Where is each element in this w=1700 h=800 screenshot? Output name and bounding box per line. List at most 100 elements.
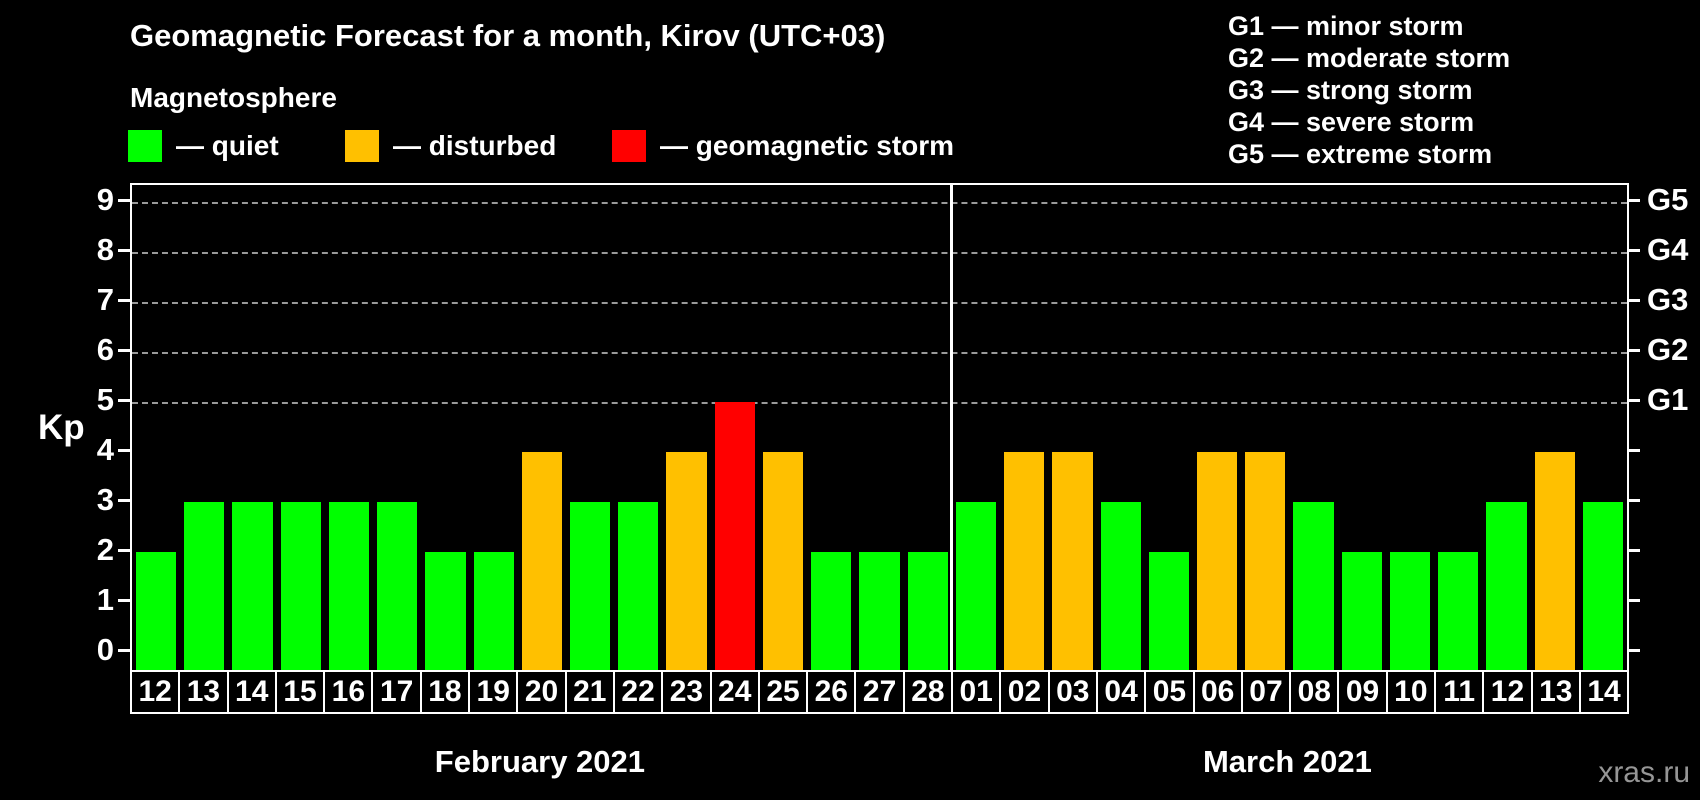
kp-bar-quiet — [1486, 502, 1527, 670]
legend-label-storm: — geomagnetic storm — [660, 130, 955, 161]
kp-bar-quiet — [136, 552, 177, 670]
day-cell: 03 — [1047, 670, 1098, 714]
legend-item-storm: — geomagnetic storm — [612, 128, 954, 164]
kp-bar-disturbed — [1052, 452, 1093, 670]
g-legend-line-1: G1 — minor storm — [1228, 11, 1464, 41]
y-tick-right — [1627, 449, 1640, 452]
kp-axis-title: Kp — [38, 408, 85, 447]
day-cell: 02 — [999, 670, 1050, 714]
y-tick-left — [118, 499, 130, 502]
quiet-color-swatch-icon — [128, 130, 162, 162]
y-tick-label-3: 3 — [96, 482, 114, 517]
g-scale-legend: G1 — minor storm G2 — moderate storm G3 — … — [1228, 10, 1510, 170]
y-tick-label-7: 7 — [96, 282, 114, 317]
day-cell: 10 — [1385, 670, 1437, 714]
kp-bar-quiet — [859, 552, 900, 670]
y-tick-left — [118, 649, 130, 652]
kp-bar-quiet — [1438, 552, 1479, 670]
gridline-kp5 — [132, 402, 1627, 404]
day-cell: 04 — [1095, 670, 1147, 714]
day-cell: 22 — [612, 670, 664, 714]
watermark: xras.ru — [1598, 756, 1690, 789]
y-tick-label-9: 9 — [96, 182, 114, 217]
y-tick-right — [1627, 399, 1640, 402]
kp-bar-quiet — [1100, 502, 1141, 670]
kp-bar-quiet — [232, 502, 273, 670]
kp-bar-quiet — [473, 552, 514, 670]
kp-bar-quiet — [425, 552, 466, 670]
month-label-2: March 2021 — [1202, 744, 1372, 779]
gridline-kp6 — [132, 352, 1627, 354]
legend-item-disturbed: — disturbed — [345, 128, 556, 164]
y-tick-right — [1627, 649, 1640, 652]
legend-label-disturbed: — disturbed — [393, 130, 557, 161]
day-cell: 28 — [902, 670, 954, 714]
plot-area — [130, 183, 1629, 670]
y-tick-left — [118, 599, 130, 602]
kp-bar-quiet — [570, 502, 611, 670]
g-legend-line-3: G3 — strong storm — [1228, 75, 1473, 105]
day-cell: 12 — [130, 670, 181, 714]
kp-bar-quiet — [618, 502, 659, 670]
kp-bar-disturbed — [521, 452, 563, 670]
gridline-kp7 — [132, 302, 1627, 304]
kp-bar-disturbed — [666, 452, 707, 670]
y-tick-right — [1627, 599, 1640, 602]
g-level-label-G4: G4 — [1647, 232, 1689, 267]
kp-bar-quiet — [280, 502, 321, 670]
g-legend-line-2: G2 — moderate storm — [1228, 43, 1511, 73]
day-cell: 12 — [1482, 670, 1533, 714]
day-cell: 05 — [1144, 670, 1195, 714]
kp-bar-storm — [714, 402, 755, 670]
day-cell: 27 — [854, 670, 905, 714]
day-cell: 23 — [661, 670, 712, 714]
y-tick-label-6: 6 — [96, 332, 114, 367]
y-tick-left — [118, 249, 130, 252]
y-tick-label-4: 4 — [96, 432, 114, 467]
y-tick-label-0: 0 — [96, 632, 114, 667]
kp-bar-disturbed — [1004, 452, 1045, 670]
g-level-label-G3: G3 — [1647, 282, 1689, 317]
day-cell: 24 — [709, 670, 760, 714]
day-axis: 12 13 14 15 16 17 18 19 20 21 22 23 24 25 26 27 28 01 02 03… — [130, 670, 1630, 714]
gridline-kp8 — [132, 252, 1627, 254]
y-tick-left — [118, 399, 130, 402]
y-tick-right — [1627, 249, 1640, 252]
y-tick-label-8: 8 — [96, 232, 114, 267]
legend-label-quiet: — quiet — [176, 130, 279, 161]
kp-bar-disturbed — [1534, 452, 1575, 670]
y-tick-left — [118, 349, 130, 352]
day-cell: 25 — [757, 670, 809, 714]
g-level-label-G1: G1 — [1647, 382, 1689, 417]
page-title: Geomagnetic Forecast for a month, Kirov … — [130, 18, 886, 53]
y-tick-left — [118, 449, 130, 452]
kp-bar-quiet — [328, 502, 370, 670]
magnetosphere-subtitle: Magnetosphere — [130, 82, 337, 113]
kp-bar-disturbed — [1196, 452, 1238, 670]
kp-bar-quiet — [811, 552, 852, 670]
y-tick-right — [1627, 549, 1640, 552]
kp-bar-disturbed — [762, 452, 804, 670]
kp-bar-quiet — [1341, 552, 1382, 670]
kp-bar-quiet — [1293, 502, 1334, 670]
gridline-kp9 — [132, 202, 1627, 204]
y-tick-right — [1627, 499, 1640, 502]
day-cell: 18 — [419, 670, 471, 714]
day-cell: 21 — [564, 670, 615, 714]
day-cell: 14 — [226, 670, 277, 714]
day-cell: 07 — [1240, 670, 1292, 714]
day-cell: 13 — [178, 670, 229, 714]
y-tick-left — [118, 299, 130, 302]
month-label-1: February 2021 — [434, 744, 646, 779]
day-cell: 06 — [1192, 670, 1243, 714]
g-legend-line-5: G5 — extreme storm — [1228, 139, 1493, 169]
storm-color-swatch-icon — [612, 130, 646, 162]
kp-bar-quiet — [1148, 552, 1189, 670]
kp-bar-quiet — [955, 502, 997, 670]
y-tick-left — [118, 199, 130, 202]
y-tick-right — [1627, 349, 1640, 352]
y-tick-right — [1627, 199, 1640, 202]
kp-bar-quiet — [907, 552, 948, 670]
kp-bar-quiet — [184, 502, 225, 670]
y-tick-label-5: 5 — [96, 382, 114, 417]
